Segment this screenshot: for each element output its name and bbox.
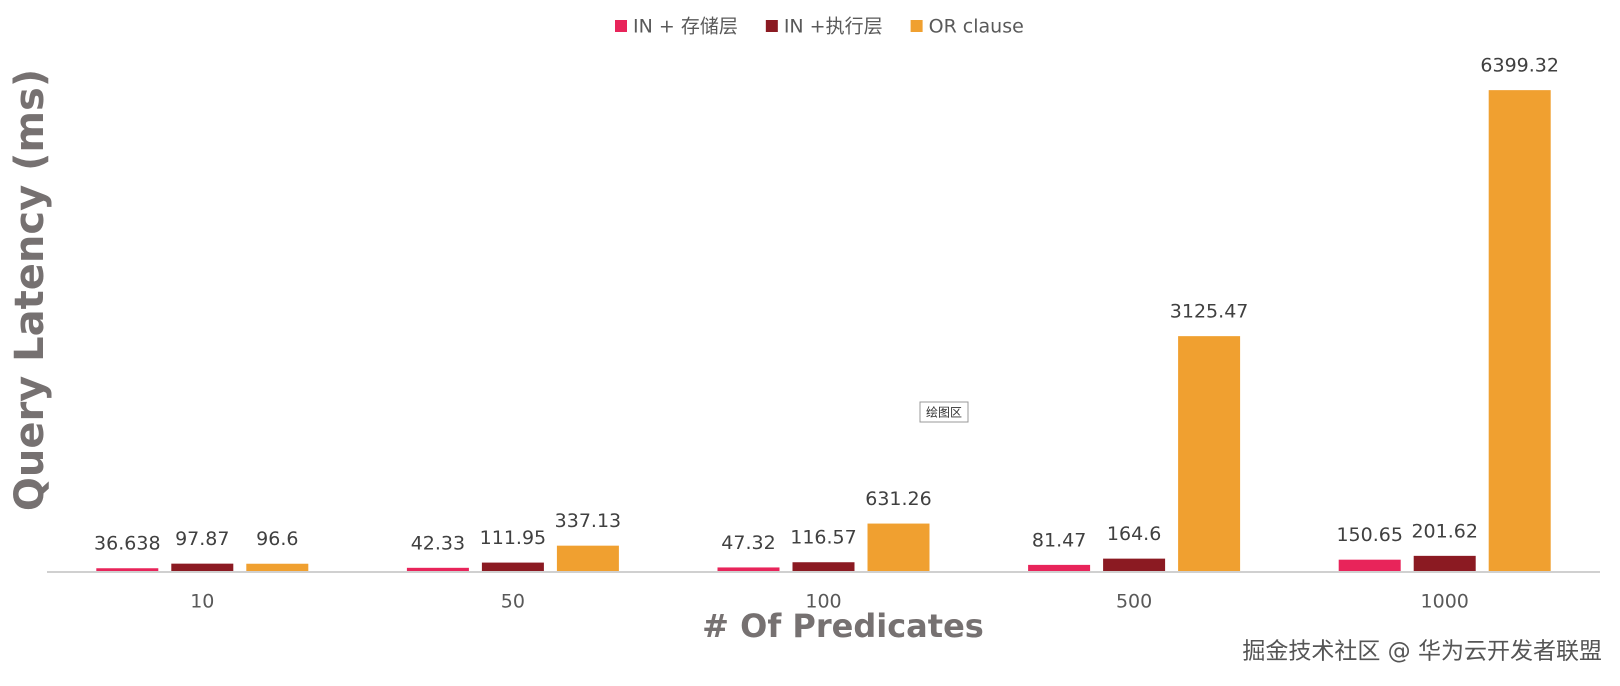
value-label: 201.62 — [1411, 520, 1477, 542]
tooltip: 绘图区 — [926, 405, 962, 420]
bar — [96, 568, 159, 571]
x-axis-title: # Of Predicates — [702, 607, 984, 645]
value-label: 96.6 — [256, 528, 298, 550]
bar — [1028, 564, 1091, 571]
value-label: 150.65 — [1336, 524, 1402, 546]
bar — [792, 562, 855, 571]
bar — [246, 563, 309, 571]
bar — [556, 545, 619, 571]
tooltip-box — [919, 401, 969, 423]
y-axis-title: Query Latency (ms) — [7, 69, 53, 511]
bar — [481, 562, 544, 571]
value-label: 337.13 — [555, 510, 621, 532]
bar — [171, 563, 234, 571]
bar — [1178, 336, 1241, 571]
value-label: 81.47 — [1032, 529, 1086, 551]
x-tick-label: 10 — [190, 591, 214, 613]
legend-swatch — [765, 20, 778, 32]
x-tick-label: 50 — [501, 591, 525, 613]
watermark: 掘金技术社区 @ 华为云开发者联盟 — [1242, 639, 1602, 665]
x-tick-label: 100 — [805, 591, 841, 613]
value-label: 164.6 — [1107, 523, 1161, 545]
legend-label: IN + 存储层 — [633, 16, 738, 38]
legend-label: OR clause — [929, 16, 1024, 38]
bar — [406, 567, 469, 571]
bar — [1338, 559, 1401, 571]
bar — [1413, 555, 1476, 571]
bar — [1488, 90, 1551, 571]
x-tick-label: 1000 — [1421, 591, 1469, 613]
value-label: 631.26 — [865, 488, 931, 510]
bar — [1103, 558, 1166, 571]
legend-swatch — [615, 20, 627, 32]
x-tick-label: 500 — [1116, 591, 1152, 613]
value-label: 97.87 — [175, 528, 229, 550]
value-label: 42.33 — [411, 532, 465, 554]
value-label: 6399.32 — [1480, 55, 1559, 77]
value-label: 116.57 — [790, 527, 856, 549]
legend-label: IN +执行层 — [784, 16, 883, 38]
legend-swatch — [910, 20, 923, 32]
value-label: 36.638 — [94, 533, 160, 555]
value-label: 3125.47 — [1170, 301, 1249, 323]
value-label: 111.95 — [480, 527, 546, 549]
bar — [717, 567, 780, 571]
bar — [867, 523, 930, 571]
value-label: 47.32 — [721, 532, 775, 554]
